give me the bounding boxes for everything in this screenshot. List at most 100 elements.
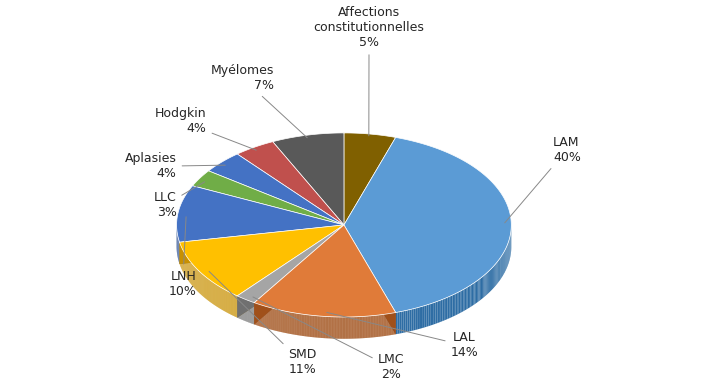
Polygon shape bbox=[301, 314, 302, 336]
Polygon shape bbox=[343, 317, 344, 339]
Polygon shape bbox=[406, 310, 408, 332]
Polygon shape bbox=[369, 316, 370, 338]
Polygon shape bbox=[404, 311, 406, 333]
Polygon shape bbox=[380, 315, 381, 337]
Polygon shape bbox=[177, 186, 344, 242]
Polygon shape bbox=[495, 264, 496, 286]
Polygon shape bbox=[272, 133, 344, 225]
Polygon shape bbox=[358, 317, 359, 338]
Polygon shape bbox=[491, 268, 492, 291]
Polygon shape bbox=[379, 315, 380, 337]
Polygon shape bbox=[344, 137, 511, 313]
Polygon shape bbox=[384, 314, 385, 336]
Polygon shape bbox=[468, 286, 469, 309]
Polygon shape bbox=[324, 316, 325, 338]
Polygon shape bbox=[441, 300, 443, 322]
Polygon shape bbox=[321, 316, 322, 338]
Polygon shape bbox=[237, 225, 344, 318]
Polygon shape bbox=[350, 317, 351, 339]
Polygon shape bbox=[415, 308, 417, 330]
Text: Aplasies
4%: Aplasies 4% bbox=[125, 152, 225, 180]
Polygon shape bbox=[180, 225, 344, 296]
Polygon shape bbox=[318, 316, 319, 338]
Polygon shape bbox=[400, 311, 401, 334]
Polygon shape bbox=[352, 317, 353, 339]
Polygon shape bbox=[344, 225, 396, 334]
Polygon shape bbox=[313, 315, 314, 337]
Polygon shape bbox=[255, 225, 344, 324]
Polygon shape bbox=[489, 270, 490, 293]
Polygon shape bbox=[349, 317, 350, 339]
Polygon shape bbox=[328, 316, 329, 338]
Polygon shape bbox=[237, 225, 344, 303]
Polygon shape bbox=[323, 316, 324, 338]
Polygon shape bbox=[471, 284, 472, 307]
Polygon shape bbox=[463, 289, 465, 311]
Polygon shape bbox=[351, 317, 352, 339]
Polygon shape bbox=[476, 281, 477, 303]
Polygon shape bbox=[482, 276, 483, 299]
Polygon shape bbox=[426, 305, 429, 327]
Polygon shape bbox=[309, 315, 310, 337]
Polygon shape bbox=[434, 302, 436, 324]
Polygon shape bbox=[344, 133, 396, 225]
Polygon shape bbox=[339, 317, 340, 339]
Polygon shape bbox=[327, 316, 328, 338]
Polygon shape bbox=[308, 315, 309, 337]
Polygon shape bbox=[302, 314, 303, 336]
Polygon shape bbox=[498, 260, 499, 282]
Polygon shape bbox=[317, 316, 318, 338]
Text: Affections
constitutionnelles
5%: Affections constitutionnelles 5% bbox=[314, 6, 424, 136]
Polygon shape bbox=[366, 316, 367, 338]
Polygon shape bbox=[423, 306, 425, 328]
Polygon shape bbox=[363, 316, 364, 338]
Polygon shape bbox=[453, 294, 454, 317]
Polygon shape bbox=[367, 316, 368, 338]
Polygon shape bbox=[454, 293, 456, 316]
Text: Myélomes
7%: Myélomes 7% bbox=[210, 64, 307, 138]
Polygon shape bbox=[472, 283, 473, 306]
Polygon shape bbox=[411, 309, 414, 331]
Text: SMD
11%: SMD 11% bbox=[209, 271, 317, 376]
Polygon shape bbox=[443, 299, 444, 321]
Polygon shape bbox=[311, 315, 312, 337]
Polygon shape bbox=[355, 317, 356, 339]
Polygon shape bbox=[334, 317, 335, 339]
Text: LNH
10%: LNH 10% bbox=[169, 217, 197, 298]
Polygon shape bbox=[475, 281, 476, 304]
Polygon shape bbox=[462, 290, 463, 312]
Polygon shape bbox=[439, 300, 441, 323]
Polygon shape bbox=[381, 314, 382, 336]
Polygon shape bbox=[375, 315, 376, 337]
Polygon shape bbox=[483, 275, 484, 298]
Polygon shape bbox=[429, 304, 430, 326]
Polygon shape bbox=[382, 314, 383, 336]
Polygon shape bbox=[461, 290, 462, 313]
Polygon shape bbox=[446, 297, 448, 320]
Polygon shape bbox=[306, 314, 307, 336]
Polygon shape bbox=[330, 317, 331, 338]
Polygon shape bbox=[451, 295, 453, 318]
Polygon shape bbox=[336, 317, 337, 339]
Polygon shape bbox=[387, 314, 388, 336]
Polygon shape bbox=[316, 316, 317, 338]
Polygon shape bbox=[180, 225, 344, 264]
Polygon shape bbox=[333, 317, 334, 339]
Polygon shape bbox=[494, 265, 495, 288]
Polygon shape bbox=[326, 316, 327, 338]
Polygon shape bbox=[499, 258, 500, 281]
Polygon shape bbox=[409, 309, 411, 331]
Polygon shape bbox=[480, 278, 481, 301]
Polygon shape bbox=[338, 317, 339, 339]
Polygon shape bbox=[237, 142, 344, 225]
Polygon shape bbox=[373, 316, 374, 338]
Polygon shape bbox=[425, 305, 426, 327]
Polygon shape bbox=[496, 262, 498, 285]
Polygon shape bbox=[490, 269, 491, 292]
Polygon shape bbox=[305, 314, 306, 336]
Polygon shape bbox=[331, 317, 332, 339]
Polygon shape bbox=[430, 303, 432, 326]
Polygon shape bbox=[457, 292, 458, 314]
Polygon shape bbox=[376, 315, 377, 337]
Polygon shape bbox=[361, 316, 362, 338]
